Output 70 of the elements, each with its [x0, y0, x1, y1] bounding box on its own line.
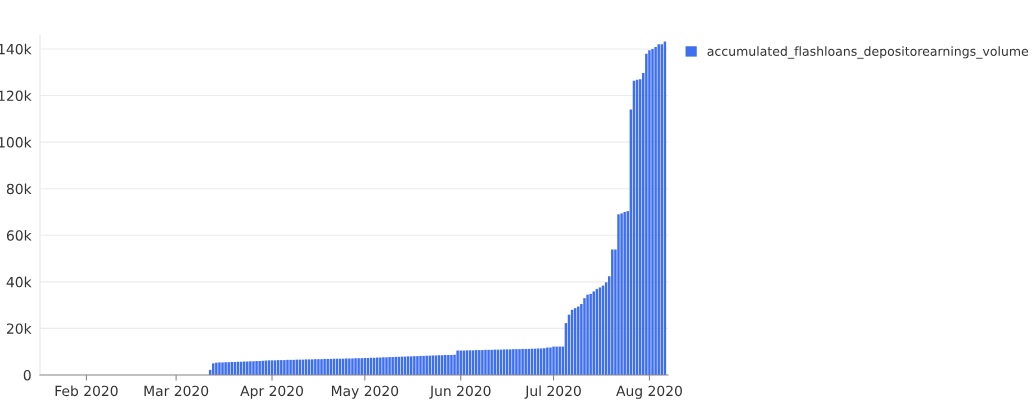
bar [351, 358, 354, 375]
x-tick-label: May 2020 [331, 385, 399, 399]
x-tick-label: Aug 2020 [616, 385, 682, 399]
bar [224, 362, 227, 375]
bar [645, 53, 648, 375]
bar [617, 214, 620, 375]
y-tick-label: 0 [23, 369, 31, 381]
bar [459, 350, 462, 375]
bar [549, 347, 552, 375]
legend-label: accumulated_flashloans_depositorearnings_volume [707, 46, 1029, 59]
bar [379, 357, 382, 375]
bar [357, 358, 360, 375]
bar [657, 44, 660, 375]
x-tick-label: Apr 2020 [240, 385, 303, 399]
bar [354, 358, 357, 375]
bar [515, 349, 518, 375]
bar [227, 362, 230, 375]
y-tick-label: 60k [6, 230, 32, 241]
bar [289, 359, 292, 375]
bar [425, 355, 428, 375]
bar [651, 48, 654, 375]
bar [422, 355, 425, 375]
bar [286, 359, 289, 375]
bar [524, 348, 527, 375]
y-tick-label: 80k [6, 183, 32, 195]
bar [249, 361, 252, 375]
bar [419, 355, 422, 375]
bar [280, 360, 283, 375]
bar [583, 298, 586, 375]
bar [518, 349, 521, 375]
bar [450, 354, 453, 375]
y-tick-label: 20k [6, 323, 32, 334]
bar [252, 361, 255, 375]
bar [255, 361, 258, 375]
bar [221, 362, 224, 375]
bar [345, 358, 348, 375]
bar [326, 358, 329, 375]
bar [218, 362, 221, 375]
bar [360, 358, 363, 375]
y-tick-label: 40k [6, 276, 32, 288]
x-tick-label: Jul 2020 [524, 385, 581, 399]
bar [654, 47, 657, 375]
bar [481, 350, 484, 375]
bar [382, 357, 385, 375]
bar [246, 361, 249, 375]
bar [521, 348, 524, 375]
x-tick-label: Mar 2020 [144, 385, 209, 397]
bar [388, 357, 391, 375]
bar [320, 359, 323, 375]
bar [416, 356, 419, 375]
bar [552, 346, 555, 375]
bar [348, 358, 351, 375]
bar [478, 350, 481, 375]
bar [611, 249, 614, 375]
bar [487, 349, 490, 375]
x-tick-label: Feb 2020 [55, 385, 118, 397]
bar [283, 360, 286, 375]
bar [620, 213, 623, 375]
bar [586, 294, 589, 375]
bar [323, 358, 326, 375]
bar [558, 346, 561, 375]
bar [577, 306, 580, 375]
x-tick-label: Jun 2020 [429, 385, 491, 399]
bar [453, 354, 456, 375]
bar [555, 346, 558, 375]
bar [484, 349, 487, 375]
bar [456, 350, 459, 375]
bar [317, 359, 320, 375]
bar [648, 50, 651, 375]
bar [385, 357, 388, 375]
